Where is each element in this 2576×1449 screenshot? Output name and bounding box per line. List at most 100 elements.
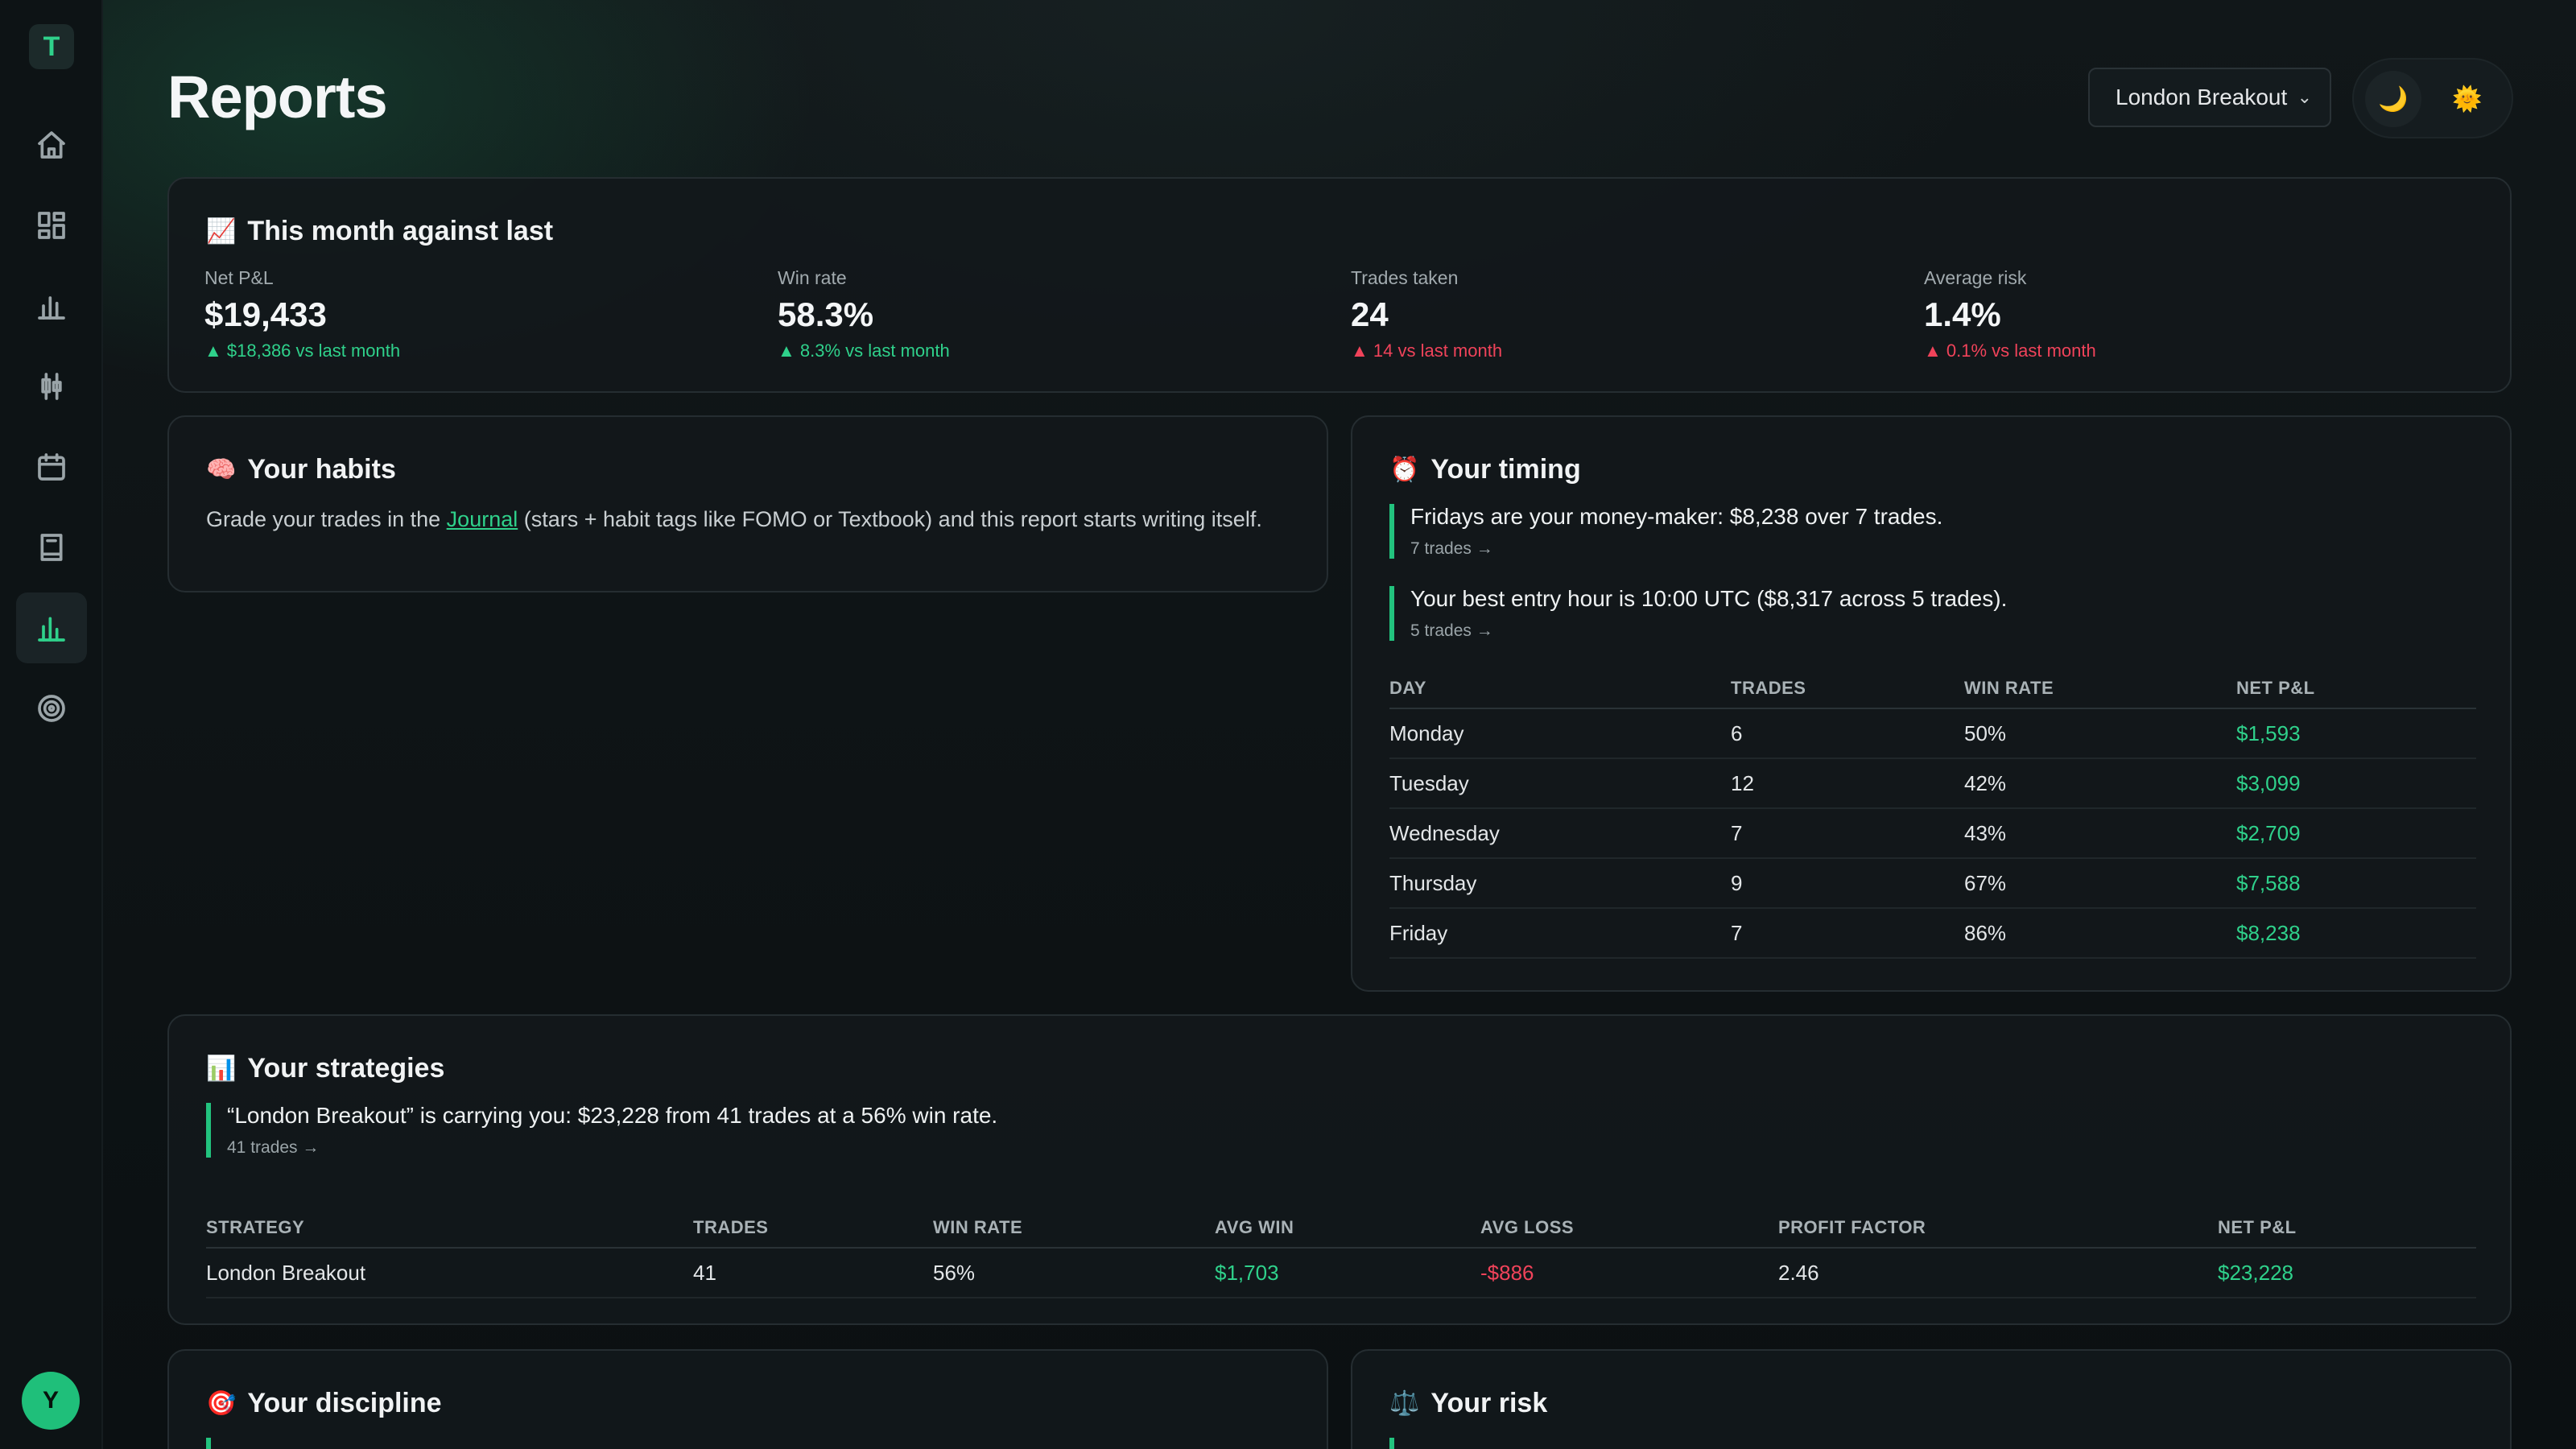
notebook-icon (40, 534, 63, 561)
journal-link[interactable]: Journal (446, 507, 518, 531)
avg-win-cell: $1,703 (1215, 1248, 1480, 1298)
calendar-icon (38, 453, 65, 481)
net-pnl-cell: $8,238 (2236, 908, 2476, 959)
timing-card: ⏰ Your timing Fridays are your money-mak… (1351, 415, 2512, 992)
dashboard-grid-icon (38, 212, 65, 239)
net-pnl-cell: $1,593 (2236, 708, 2476, 759)
strategies-insight: “London Breakout” is carrying you: $23,2… (206, 1103, 997, 1158)
light-mode-button[interactable]: 🌞 (2439, 71, 2496, 127)
candlestick-icon (41, 373, 62, 400)
metric-average-risk: Average risk 1.4% ▲ 0.1% vs last month (1924, 267, 2096, 361)
sidebar-item-reports[interactable] (16, 592, 87, 663)
sidebar: T Y (0, 0, 103, 1449)
strategies-card-title-text: Your strategies (247, 1053, 445, 1084)
column-header: NET P&L (2236, 668, 2476, 709)
column-header: TRADES (1731, 668, 1964, 709)
month-card-title: 📈 This month against last (206, 216, 553, 247)
theme-toggle: 🌙 🌞 (2352, 58, 2513, 138)
table-header-row: STRATEGY TRADES WIN RATE AVG WIN AVG LOS… (206, 1208, 2476, 1249)
insight-text: Your best entry hour is 10:00 UTC ($8,31… (1410, 586, 2008, 611)
win-rate-cell: 67% (1964, 858, 2236, 909)
day-cell: Thursday (1389, 858, 1731, 909)
sidebar-item-analytics[interactable] (16, 270, 87, 341)
sidebar-item-dashboard[interactable] (16, 190, 87, 261)
column-header: STRATEGY (206, 1208, 693, 1249)
timing-card-title-text: Your timing (1430, 454, 1581, 485)
chevron-down-icon: ⌄ (2297, 87, 2312, 107)
reports-chart-icon (38, 617, 65, 642)
net-pnl-cell: $7,588 (2236, 858, 2476, 909)
trades-cell: 6 (1731, 708, 1964, 759)
metric-value: 1.4% (1924, 295, 2001, 333)
table-row: Friday 7 86% $8,238 (1389, 908, 2476, 959)
win-rate-cell: 56% (933, 1248, 1215, 1298)
habits-description: Grade your trades in the Journal (stars … (206, 507, 1262, 532)
win-rate-cell: 42% (1964, 758, 2236, 809)
avatar[interactable]: Y (22, 1372, 80, 1430)
metric-change: ▲ 8.3% vs last month (778, 341, 950, 361)
trades-cell: 12 (1731, 758, 1964, 809)
trades-cell: 7 (1731, 908, 1964, 959)
day-cell: Friday (1389, 908, 1731, 959)
timing-insight-day: Fridays are your money-maker: $8,238 ove… (1389, 504, 1942, 559)
target-emoji-icon: 🎯 (206, 1390, 237, 1417)
column-header: AVG LOSS (1480, 1208, 1778, 1249)
timing-table: DAY TRADES WIN RATE NET P&L Monday 6 50%… (1389, 668, 2476, 959)
day-cell: Tuesday (1389, 758, 1731, 809)
insight-text: “London Breakout” is carrying you: $23,2… (227, 1103, 998, 1128)
app-logo[interactable]: T (29, 24, 74, 69)
timing-card-title: ⏰ Your timing (1389, 454, 1581, 485)
trades-cell: 7 (1731, 808, 1964, 859)
sidebar-item-goals[interactable] (16, 673, 87, 744)
avg-loss-cell: -$886 (1480, 1248, 1778, 1298)
table-row: London Breakout 41 56% $1,703 -$886 2.46… (206, 1248, 2476, 1298)
sidebar-item-trades[interactable] (16, 351, 87, 422)
page-title: Reports (167, 64, 388, 130)
metric-label: Average risk (1924, 267, 2027, 288)
table-row: Tuesday 12 42% $3,099 (1389, 758, 2476, 809)
discipline-card-title: 🎯 Your discipline (206, 1388, 442, 1419)
strategy-cell: London Breakout (206, 1248, 693, 1298)
win-rate-cell: 86% (1964, 908, 2236, 959)
sun-icon: 🌞 (2452, 85, 2483, 113)
profit-factor-cell: 2.46 (1778, 1248, 2218, 1298)
metric-change: ▲ 0.1% vs last month (1924, 341, 2096, 361)
target-icon (38, 695, 65, 722)
habits-card: 🧠 Your habits Grade your trades in the J… (167, 415, 1328, 592)
sidebar-item-calendar[interactable] (16, 431, 87, 502)
home-icon (38, 131, 65, 159)
metric-label: Net P&L (204, 267, 274, 288)
metric-value: 24 (1351, 295, 1389, 333)
column-header: PROFIT FACTOR (1778, 1208, 2218, 1249)
moon-icon: 🌙 (2378, 85, 2409, 113)
insight-accent-bar (206, 1438, 211, 1449)
column-header: WIN RATE (1964, 668, 2236, 709)
day-cell: Monday (1389, 708, 1731, 759)
table-row: Monday 6 50% $1,593 (1389, 708, 2476, 759)
chart-up-icon: 📈 (206, 218, 237, 245)
insight-text: Fridays are your money-maker: $8,238 ove… (1410, 504, 1943, 529)
metric-change: ▲ $18,386 vs last month (204, 341, 401, 361)
discipline-card-title-text: Your discipline (247, 1388, 442, 1418)
insight-trades-link[interactable]: 41 trades → (227, 1138, 320, 1157)
insight-trades-link[interactable]: 5 trades → (1410, 621, 1493, 640)
table-row: Thursday 9 67% $7,588 (1389, 858, 2476, 909)
win-rate-cell: 50% (1964, 708, 2236, 759)
column-header: TRADES (693, 1208, 933, 1249)
column-header: WIN RATE (933, 1208, 1215, 1249)
trades-cell: 41 (693, 1248, 933, 1298)
strategy-select[interactable]: London Breakout ⌄ (2088, 68, 2331, 127)
timing-insight-hour: Your best entry hour is 10:00 UTC ($8,31… (1389, 586, 2007, 641)
sidebar-item-home[interactable] (16, 109, 87, 180)
strategies-card: 📊 Your strategies “London Breakout” is c… (167, 1014, 2512, 1325)
insight-trades-link[interactable]: 7 trades → (1410, 539, 1493, 558)
bar-chart-emoji-icon: 📊 (206, 1055, 237, 1082)
balance-scale-icon: ⚖️ (1389, 1390, 1420, 1417)
metric-value: $19,433 (204, 295, 327, 333)
column-header: AVG WIN (1215, 1208, 1480, 1249)
insight-accent-bar (1389, 1438, 1394, 1449)
habits-card-title-text: Your habits (247, 454, 396, 485)
risk-card-title: ⚖️ Your risk (1389, 1388, 1547, 1419)
dark-mode-button[interactable]: 🌙 (2365, 71, 2421, 127)
sidebar-item-journal[interactable] (16, 512, 87, 583)
